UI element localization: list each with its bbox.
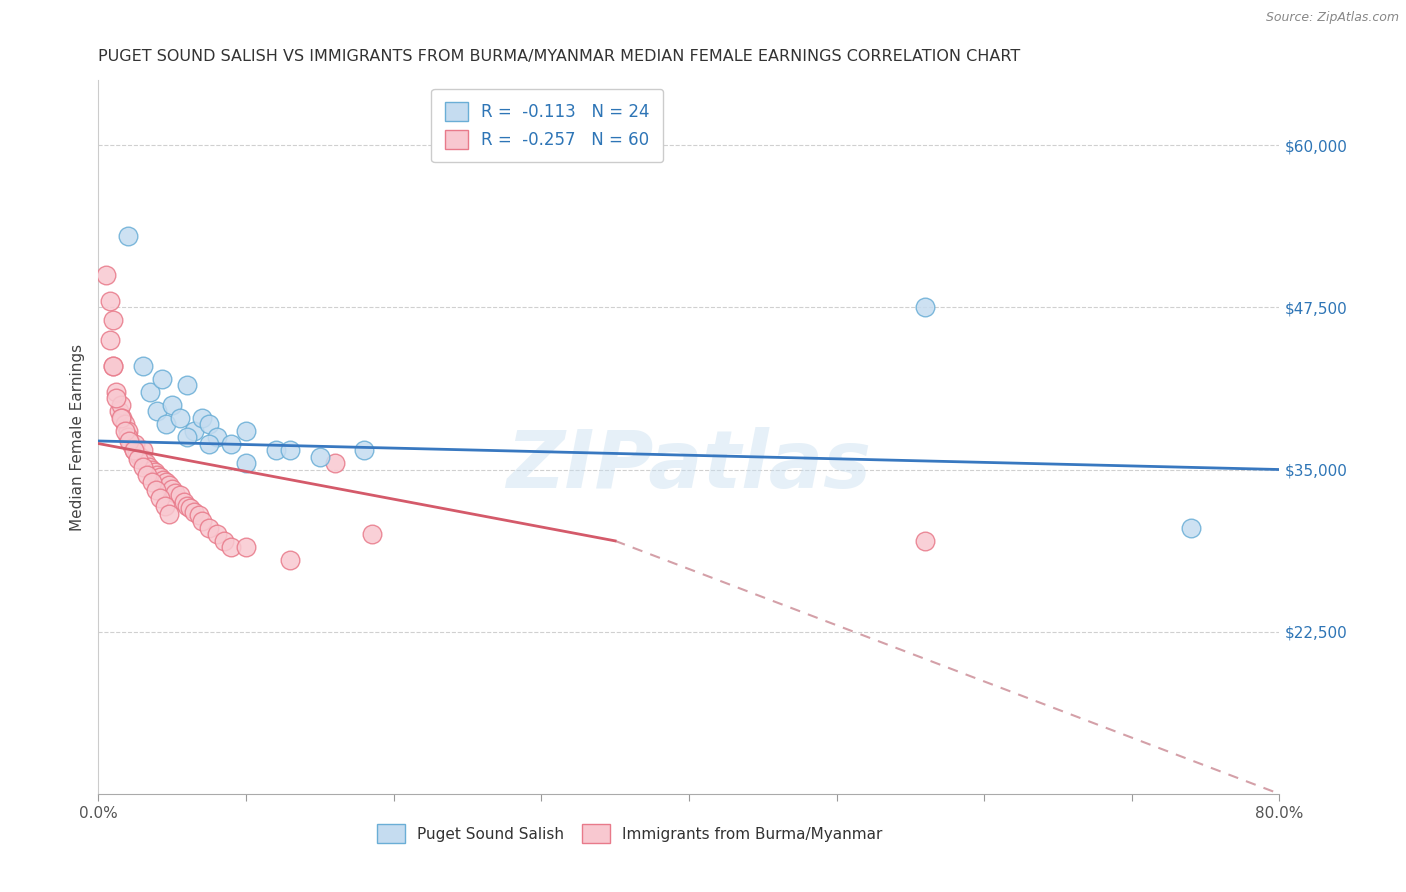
Point <box>221 436 243 450</box>
Point <box>150 372 173 386</box>
Point <box>165 486 187 500</box>
Point <box>141 475 163 490</box>
Point <box>124 436 146 450</box>
Point <box>179 501 201 516</box>
Text: PUGET SOUND SALISH VS IMMIGRANTS FROM BURMA/MYANMAR MEDIAN FEMALE EARNINGS CORRE: PUGET SOUND SALISH VS IMMIGRANTS FROM BU… <box>98 49 1021 64</box>
Point <box>191 515 214 529</box>
Y-axis label: Median Female Earnings: Median Female Earnings <box>70 343 86 531</box>
Point <box>149 470 172 484</box>
Point <box>103 313 125 327</box>
Point <box>145 483 167 498</box>
Point <box>914 301 936 315</box>
Point <box>360 527 382 541</box>
Point <box>143 465 166 479</box>
Point <box>169 488 191 502</box>
Point <box>155 417 177 431</box>
Point <box>183 505 205 519</box>
Point <box>205 430 228 444</box>
Point <box>235 424 257 438</box>
Point <box>141 462 163 476</box>
Point <box>128 450 150 464</box>
Point <box>323 456 346 470</box>
Point <box>98 293 121 308</box>
Point <box>111 410 134 425</box>
Point <box>110 410 132 425</box>
Point <box>103 359 125 373</box>
Point <box>132 459 155 474</box>
Point <box>118 434 141 448</box>
Point <box>132 443 155 458</box>
Point <box>122 443 145 458</box>
Point <box>353 443 375 458</box>
Point <box>183 424 205 438</box>
Point <box>1180 521 1202 535</box>
Point <box>173 495 195 509</box>
Point <box>110 398 132 412</box>
Point <box>191 410 214 425</box>
Point <box>103 359 125 373</box>
Point <box>212 533 235 548</box>
Point <box>169 410 191 425</box>
Point <box>176 378 198 392</box>
Point <box>235 456 257 470</box>
Point <box>264 443 287 458</box>
Point <box>187 508 209 522</box>
Point <box>138 459 160 474</box>
Point <box>117 424 139 438</box>
Point <box>198 417 221 431</box>
Point <box>162 398 183 412</box>
Legend: Puget Sound Salish, Immigrants from Burma/Myanmar: Puget Sound Salish, Immigrants from Burm… <box>370 816 890 850</box>
Point <box>280 553 302 567</box>
Point <box>198 436 221 450</box>
Point <box>176 499 198 513</box>
Point <box>139 384 162 399</box>
Point <box>114 424 136 438</box>
Point <box>235 541 257 555</box>
Point <box>155 475 177 490</box>
Point <box>108 404 131 418</box>
Point <box>114 417 136 431</box>
Point <box>157 507 180 521</box>
Point <box>152 473 174 487</box>
Point <box>157 478 180 492</box>
Point <box>127 452 149 467</box>
Point <box>176 430 198 444</box>
Text: ZIPatlas: ZIPatlas <box>506 426 872 505</box>
Point <box>153 499 176 513</box>
Point <box>149 491 172 505</box>
Point <box>146 404 169 418</box>
Point <box>221 541 243 555</box>
Point <box>120 436 142 450</box>
Point <box>136 467 159 482</box>
Point <box>162 482 183 496</box>
Point <box>117 229 139 244</box>
Point <box>135 456 157 470</box>
Point <box>280 443 302 458</box>
Point <box>125 447 148 461</box>
Point <box>914 533 936 548</box>
Text: Source: ZipAtlas.com: Source: ZipAtlas.com <box>1265 11 1399 24</box>
Point <box>105 391 128 405</box>
Point <box>132 452 155 467</box>
Point <box>98 333 121 347</box>
Point <box>198 521 221 535</box>
Point <box>117 430 139 444</box>
Point <box>122 443 145 458</box>
Point <box>309 450 332 464</box>
Point <box>146 467 169 482</box>
Point <box>105 384 128 399</box>
Point <box>132 359 155 373</box>
Point <box>205 527 228 541</box>
Point <box>94 268 117 282</box>
